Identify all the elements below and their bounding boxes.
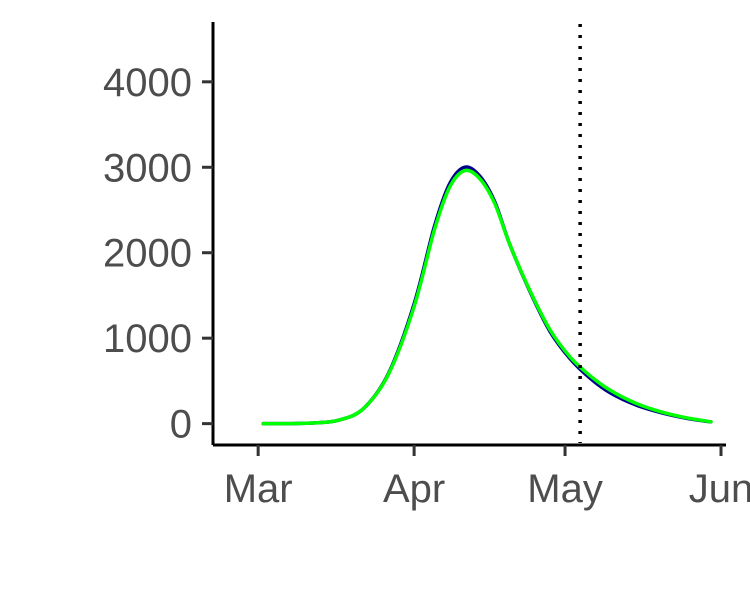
x-tick-label: Apr — [383, 467, 445, 511]
x-tick-label: May — [527, 467, 603, 511]
series-line-1 — [261, 165, 713, 426]
tick-marks — [202, 80, 723, 456]
y-tick-label: 3000 — [103, 146, 192, 190]
y-tick-label: 2000 — [103, 232, 192, 276]
y-tick-label: 0 — [170, 403, 192, 447]
y-tick-label: 4000 — [103, 61, 192, 105]
y-tick-label: 1000 — [103, 317, 192, 361]
series-line-2 — [261, 168, 713, 426]
axes — [211, 22, 726, 447]
x-tick-label: Jun — [689, 467, 750, 511]
tick-labels: 0 1000 2000 3000 4000 Mar Apr May Jun — [103, 61, 750, 511]
plot-area — [261, 24, 713, 443]
x-tick-label: Mar — [224, 467, 293, 511]
